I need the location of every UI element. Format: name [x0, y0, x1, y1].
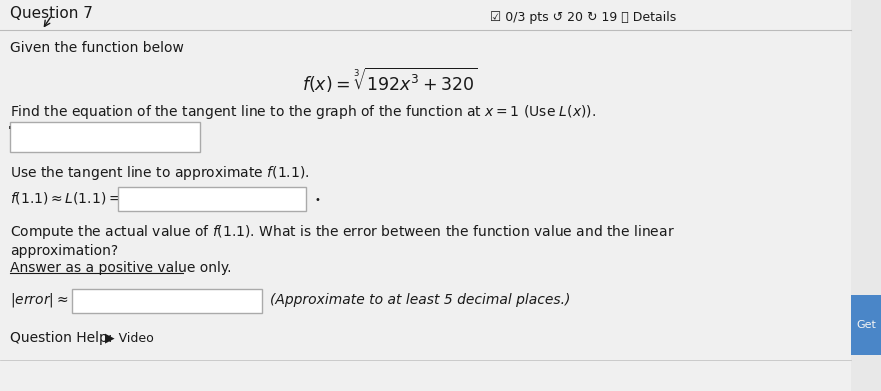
Text: ': '	[8, 125, 11, 138]
FancyBboxPatch shape	[0, 0, 851, 391]
Text: Answer as a positive value only.: Answer as a positive value only.	[10, 261, 232, 275]
Text: $f(x) = \sqrt[3]{192x^3 + 320}$: $f(x) = \sqrt[3]{192x^3 + 320}$	[302, 65, 478, 95]
Text: $|error| \approx$: $|error| \approx$	[10, 291, 69, 309]
Text: Question Help:: Question Help:	[10, 331, 113, 345]
Text: •: •	[315, 195, 321, 205]
Text: Question 7: Question 7	[10, 7, 93, 22]
Text: Given the function below: Given the function below	[10, 41, 184, 55]
FancyBboxPatch shape	[72, 289, 262, 313]
Text: $f(1.1) \approx L(1.1) =$: $f(1.1) \approx L(1.1) =$	[10, 190, 121, 206]
Text: approximation?: approximation?	[10, 244, 118, 258]
Text: Find the equation of the tangent line to the graph of the function at $x = 1$ (U: Find the equation of the tangent line to…	[10, 103, 596, 121]
Text: ☑ 0/3 pts ↺ 20 ↻ 19 ⓘ Details: ☑ 0/3 pts ↺ 20 ↻ 19 ⓘ Details	[490, 11, 677, 25]
FancyBboxPatch shape	[118, 187, 306, 211]
FancyBboxPatch shape	[10, 122, 200, 152]
Text: Compute the actual value of $f(1.1)$. What is the error between the function val: Compute the actual value of $f(1.1)$. Wh…	[10, 223, 675, 241]
Text: (Approximate to at least 5 decimal places.): (Approximate to at least 5 decimal place…	[270, 293, 570, 307]
Text: Use the tangent line to approximate $f(1.1)$.: Use the tangent line to approximate $f(1…	[10, 164, 309, 182]
Text: ▶ Video: ▶ Video	[105, 332, 154, 344]
FancyBboxPatch shape	[851, 295, 881, 355]
Text: Get: Get	[856, 320, 876, 330]
